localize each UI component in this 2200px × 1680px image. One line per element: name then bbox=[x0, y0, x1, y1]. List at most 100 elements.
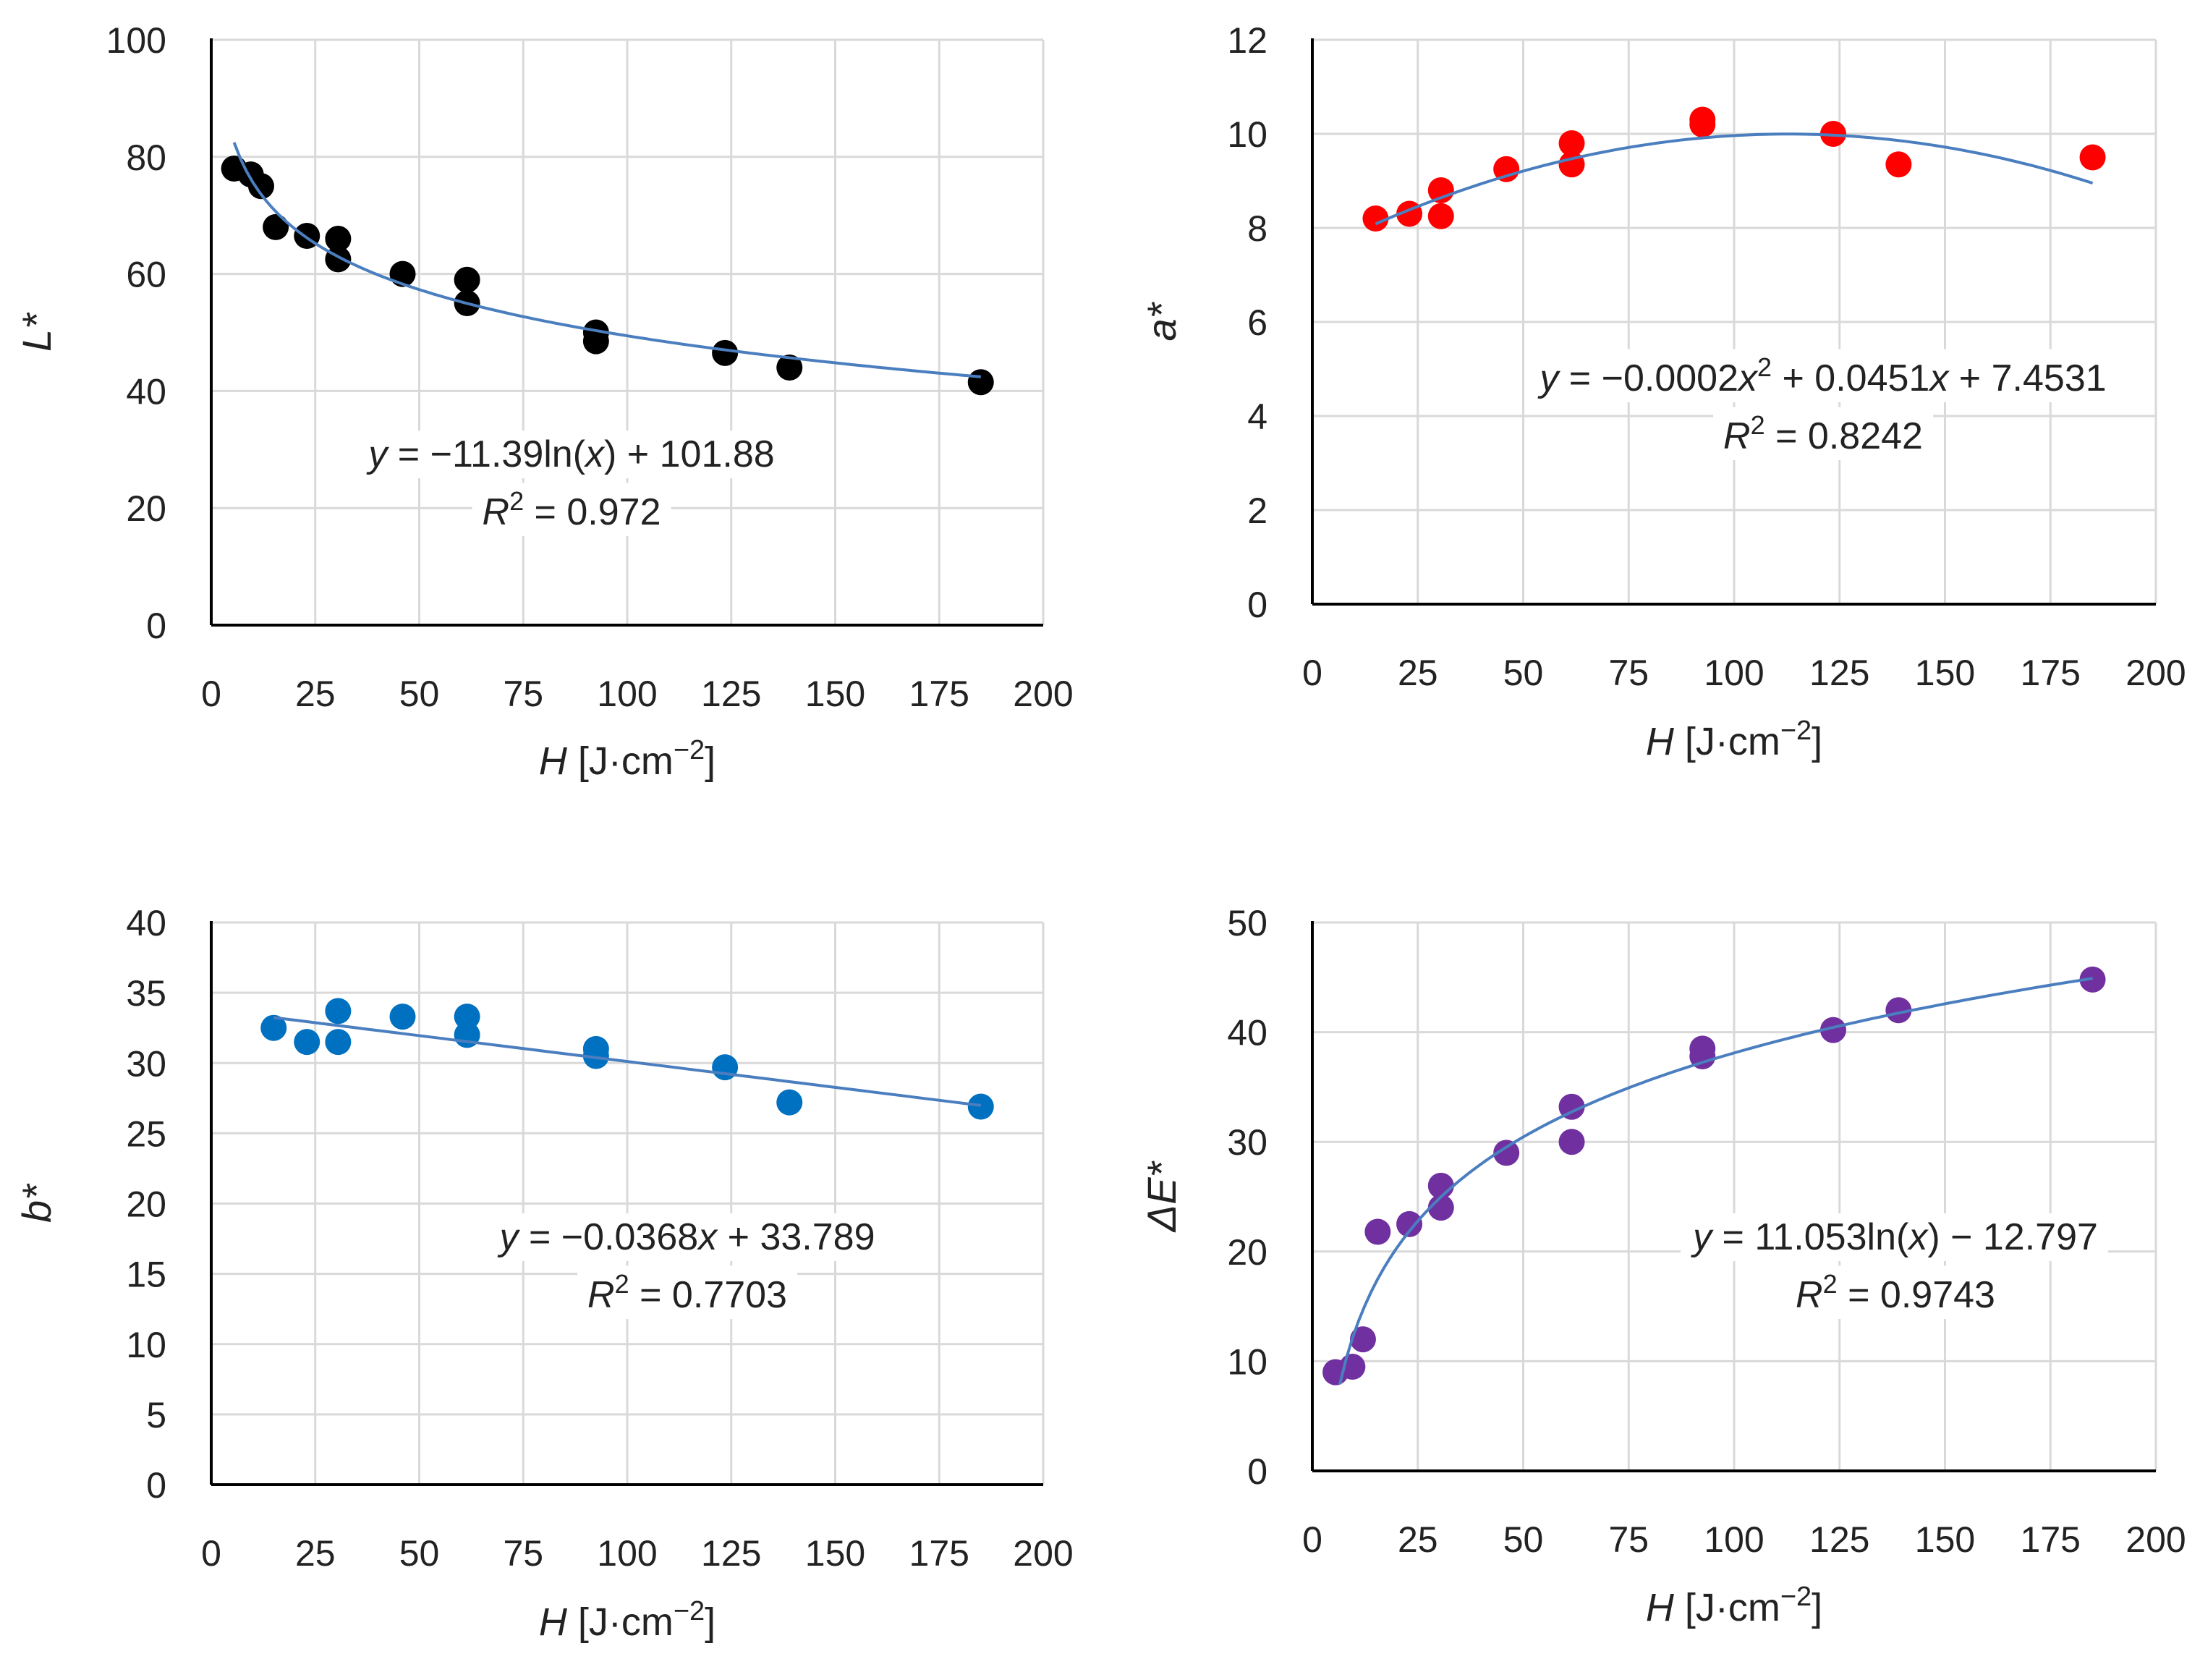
x-tick-label: 100 bbox=[1704, 1519, 1764, 1560]
data-point bbox=[1362, 205, 1389, 232]
data-point bbox=[325, 998, 352, 1024]
x-axis-title: H [J·cm−2] bbox=[1646, 716, 1822, 763]
data-point bbox=[1558, 1129, 1585, 1155]
data-point bbox=[1427, 203, 1454, 229]
data-point bbox=[294, 1029, 320, 1056]
y-tick-label: 50 bbox=[1227, 903, 1267, 943]
x-tick-label: 100 bbox=[597, 674, 657, 714]
x-axis-title: H [J·cm−2] bbox=[539, 735, 715, 783]
x-tick-label: 175 bbox=[909, 1533, 969, 1574]
data-point bbox=[582, 1043, 609, 1069]
y-tick-label: 20 bbox=[126, 1184, 166, 1225]
y-tick-label: 0 bbox=[1247, 585, 1267, 625]
equation-background bbox=[356, 430, 785, 478]
y-axis-title: L* bbox=[14, 312, 59, 352]
trendline bbox=[232, 142, 981, 378]
x-tick-label: 0 bbox=[201, 674, 221, 714]
x-tick-label: 0 bbox=[1302, 653, 1322, 693]
chart-deltae: 0 25 50 75 100 125 150 175 200 0 10 20 30 40 50 H [J·cm… bbox=[1139, 903, 2186, 1629]
x-tick-label: 75 bbox=[1608, 653, 1649, 693]
y-tick-label: 40 bbox=[126, 903, 166, 943]
r-squared-text: R2 = 0.972 bbox=[483, 486, 661, 534]
equation-background bbox=[1681, 1213, 2108, 1261]
x-tick-label: 75 bbox=[1608, 1519, 1649, 1560]
data-point bbox=[582, 328, 609, 355]
trendline bbox=[1375, 132, 2094, 226]
x-tick-label: 175 bbox=[909, 674, 969, 714]
x-tick-label: 100 bbox=[597, 1533, 657, 1574]
x-tick-label: 50 bbox=[1503, 1519, 1544, 1560]
x-axis-title: H [J·cm−2] bbox=[539, 1596, 715, 1644]
y-tick-label: 0 bbox=[146, 1465, 166, 1506]
equation-background bbox=[577, 1265, 797, 1319]
data-point bbox=[1885, 151, 1912, 178]
y-tick-label: 15 bbox=[126, 1255, 166, 1295]
equation-text: y = −0.0002x2 + 0.0451x + 7.4531 bbox=[1537, 352, 2106, 400]
data-point bbox=[1885, 997, 1912, 1024]
y-tick-label: 25 bbox=[126, 1113, 166, 1154]
data-point bbox=[1396, 1210, 1423, 1237]
r-squared-text: R2 = 0.9743 bbox=[1796, 1269, 1995, 1317]
data-point bbox=[325, 226, 352, 253]
data-point bbox=[263, 213, 289, 240]
x-tick-label: 125 bbox=[1809, 653, 1869, 693]
y-tick-label: 10 bbox=[1227, 114, 1267, 155]
data-point bbox=[1689, 111, 1716, 137]
y-tick-label: 40 bbox=[126, 371, 166, 412]
x-tick-label: 200 bbox=[1013, 1533, 1073, 1574]
y-tick-label: 35 bbox=[126, 973, 166, 1014]
y-tick-label: 6 bbox=[1247, 302, 1267, 343]
equation-background bbox=[1785, 1265, 2005, 1319]
x-tick-label: 25 bbox=[295, 1533, 336, 1574]
x-tick-label: 200 bbox=[1013, 674, 1073, 714]
trendline-equation: y = −0.0368x + 33.789 R2 = 0.7703 bbox=[487, 1213, 885, 1319]
x-tick-label: 150 bbox=[805, 674, 865, 714]
x-tick-label: 100 bbox=[1704, 653, 1764, 693]
x-tick-label: 125 bbox=[701, 1533, 761, 1574]
y-tick-label: 20 bbox=[126, 488, 166, 529]
data-point bbox=[776, 1089, 803, 1116]
x-tick-label: 75 bbox=[503, 1533, 543, 1574]
x-tick-label: 200 bbox=[2125, 653, 2186, 693]
data-point bbox=[2079, 144, 2106, 171]
x-tick-label: 50 bbox=[399, 1533, 440, 1574]
y-tick-label: 40 bbox=[1227, 1013, 1267, 1053]
trendline bbox=[273, 1016, 982, 1107]
equation-background bbox=[487, 1213, 885, 1261]
equation-text: y = −0.0368x + 33.789 bbox=[498, 1216, 875, 1258]
r-squared-text: R2 = 0.8242 bbox=[1723, 410, 1923, 458]
x-tick-label: 150 bbox=[805, 1533, 865, 1574]
x-tick-label: 25 bbox=[295, 674, 336, 714]
r-squared-text: R2 = 0.7703 bbox=[587, 1269, 787, 1317]
y-tick-label: 10 bbox=[1227, 1341, 1267, 1382]
chart-astar: 0 25 50 75 100 125 150 175 200 0 2 4 6 8 10 12 H [J·cm−2… bbox=[1139, 20, 2186, 763]
data-point bbox=[1493, 156, 1520, 182]
data-point bbox=[1427, 1195, 1454, 1221]
data-point bbox=[389, 1004, 416, 1030]
x-tick-label: 75 bbox=[503, 674, 543, 714]
trendline-equation: y = −11.39ln(x) + 101.88 R2 = 0.972 bbox=[356, 430, 785, 536]
equation-background bbox=[472, 483, 671, 536]
y-tick-label: 12 bbox=[1227, 20, 1267, 61]
x-tick-label: 150 bbox=[1915, 653, 1975, 693]
data-point bbox=[776, 355, 803, 381]
y-axis-title: ΔE* bbox=[1139, 1160, 1184, 1233]
y-tick-label: 2 bbox=[1247, 491, 1267, 531]
x-tick-label: 50 bbox=[1503, 653, 1544, 693]
x-tick-label: 200 bbox=[2125, 1519, 2186, 1560]
x-tick-label: 125 bbox=[701, 674, 761, 714]
data-point bbox=[325, 1029, 352, 1056]
data-point bbox=[712, 339, 739, 366]
y-tick-label: 10 bbox=[126, 1325, 166, 1365]
chart-lstar: 0 25 50 75 100 125 150 175 200 0 20 40 60 80 100 H [J·c… bbox=[14, 20, 1074, 783]
y-tick-label: 8 bbox=[1247, 208, 1267, 249]
y-axis-title: a* bbox=[1139, 301, 1184, 341]
y-tick-label: 30 bbox=[126, 1043, 166, 1084]
x-tick-label: 0 bbox=[1302, 1519, 1322, 1560]
data-point bbox=[248, 173, 274, 200]
x-tick-label: 25 bbox=[1398, 653, 1438, 693]
equation-background bbox=[1713, 407, 1933, 460]
data-point bbox=[1427, 177, 1454, 203]
trendline bbox=[1338, 977, 2093, 1385]
